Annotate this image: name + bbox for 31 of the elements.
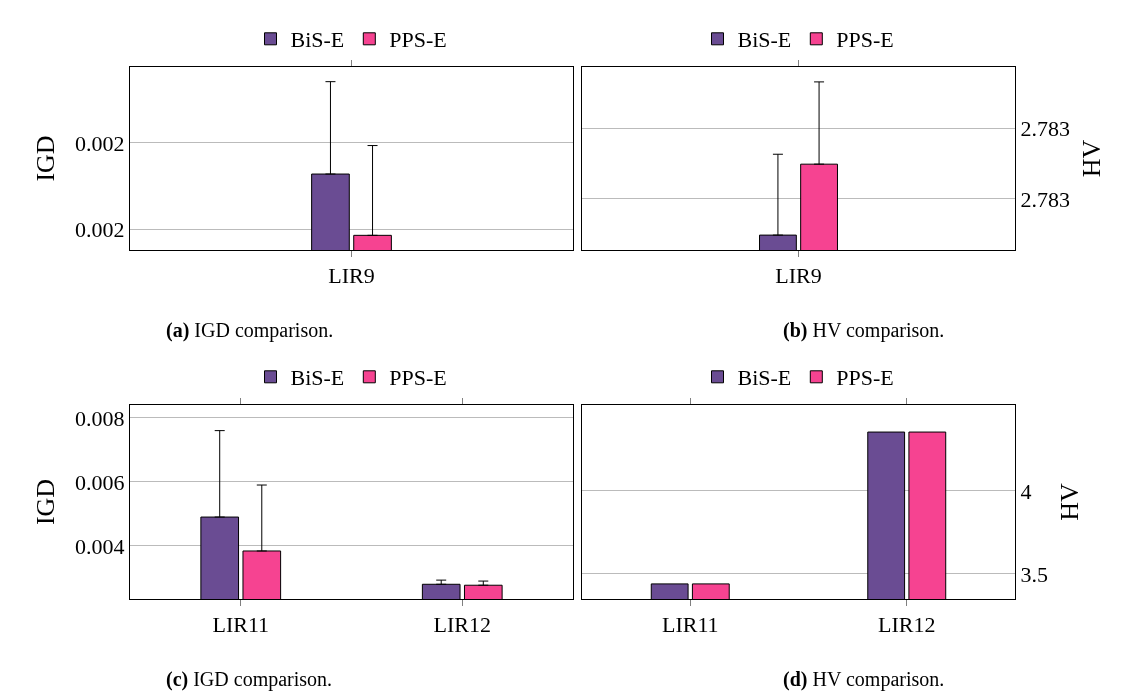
x-tick-label: LIR12 xyxy=(433,612,491,638)
y-axis-title: IGD xyxy=(31,478,61,526)
y-tick-label: 0.008 xyxy=(75,405,125,431)
text: (b) HV comparison. xyxy=(783,319,945,342)
y2-axis-title: HV xyxy=(1054,483,1084,521)
y2-tick-label: 2.783 xyxy=(1020,186,1070,212)
x-tick-label: LIR12 xyxy=(878,612,936,638)
x-tick-label: LIR9 xyxy=(328,263,375,289)
y2-tick-label: 2.783 xyxy=(1020,115,1070,141)
legend-label: PPS-E xyxy=(836,365,894,391)
legend-label: BiS-E xyxy=(290,365,345,391)
x-tick-label: LIR11 xyxy=(661,612,719,638)
y2-tick-label: 4 xyxy=(1020,478,1032,504)
legend-label: PPS-E xyxy=(836,27,894,53)
legend-label: PPS-E xyxy=(389,27,447,53)
y-tick-label: 0.002 xyxy=(75,130,125,156)
legend-label: PPS-E xyxy=(389,365,447,391)
legend-label: BiS-E xyxy=(737,27,792,53)
legend-label: BiS-E xyxy=(290,27,345,53)
x-tick-label: LIR9 xyxy=(775,263,822,289)
y-tick-label: 0.006 xyxy=(75,469,125,495)
y2-tick-label: 3.5 xyxy=(1020,561,1048,587)
text: (a) IGD comparison. xyxy=(166,319,334,342)
y-axis-title: IGD xyxy=(31,135,61,182)
y-tick-label: 0.004 xyxy=(75,533,125,559)
legend-label: BiS-E xyxy=(737,365,792,391)
y-tick-label: 0.002 xyxy=(75,216,125,242)
x-tick-label: LIR11 xyxy=(212,612,270,638)
text: (d) HV comparison. xyxy=(783,668,945,691)
text: (c) IGD comparison. xyxy=(166,668,333,691)
y2-axis-title: HV xyxy=(1076,139,1106,178)
